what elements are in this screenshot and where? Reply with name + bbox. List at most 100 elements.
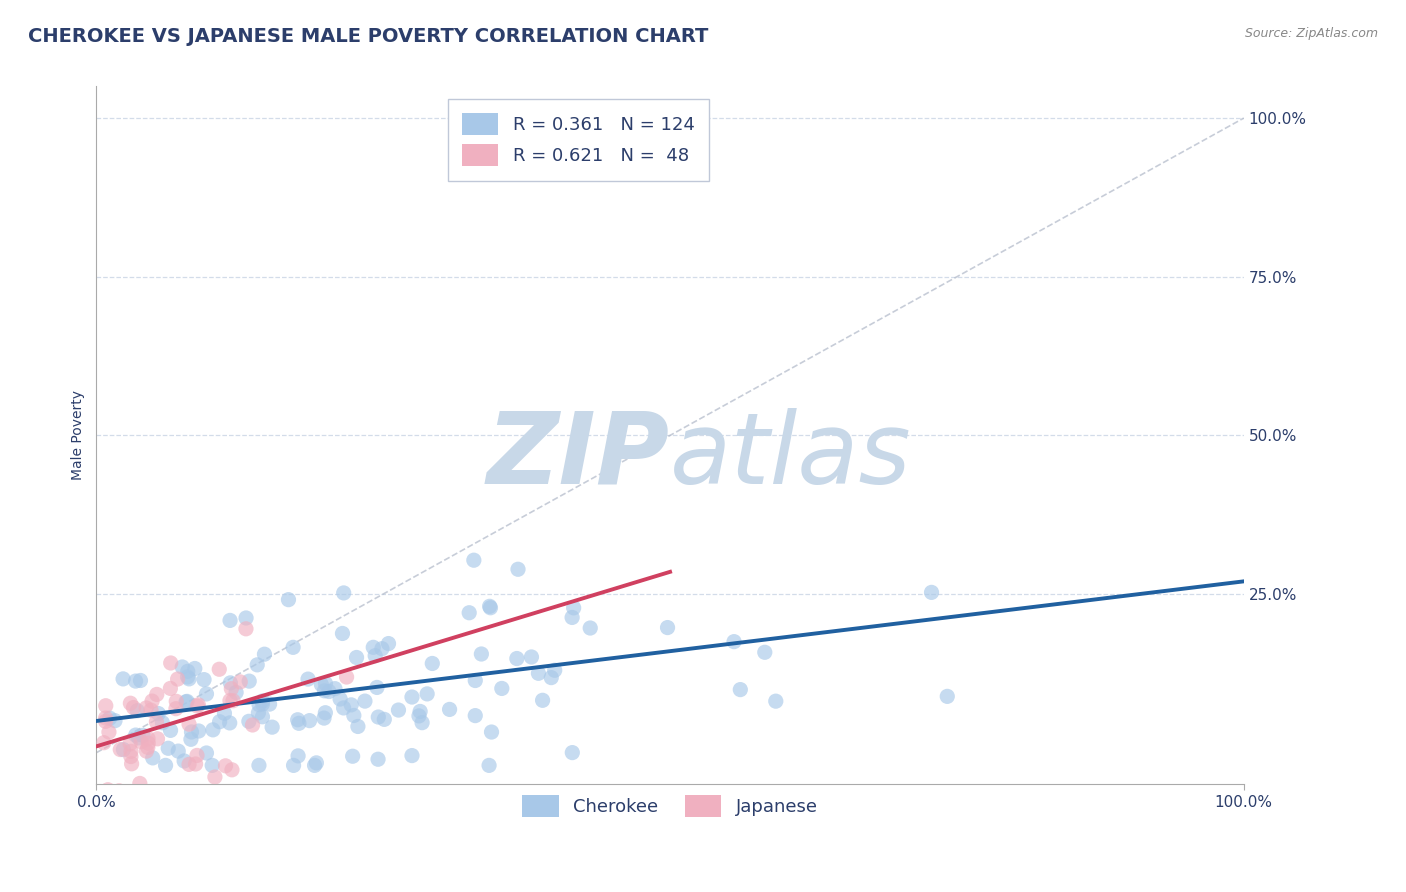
Point <box>141 694 163 708</box>
Point <box>177 717 200 731</box>
Y-axis label: Male Poverty: Male Poverty <box>72 391 86 481</box>
Point <box>478 599 501 614</box>
Point <box>97 782 120 797</box>
Point <box>342 749 364 764</box>
Point <box>408 709 430 723</box>
Point <box>287 713 309 727</box>
Point <box>193 673 215 687</box>
Point <box>354 694 377 708</box>
Point <box>108 784 131 798</box>
Point <box>252 710 274 724</box>
Text: ZIP: ZIP <box>486 408 671 505</box>
Point <box>478 758 501 772</box>
Point <box>336 670 359 684</box>
Point <box>754 645 776 659</box>
Point <box>187 698 209 712</box>
Point <box>129 673 152 688</box>
Point <box>531 693 554 707</box>
Point <box>159 681 181 696</box>
Point <box>125 728 148 742</box>
Point <box>298 714 321 728</box>
Point <box>145 714 167 729</box>
Point <box>184 756 207 771</box>
Text: CHEROKEE VS JAPANESE MALE POVERTY CORRELATION CHART: CHEROKEE VS JAPANESE MALE POVERTY CORREL… <box>28 27 709 45</box>
Point <box>214 759 236 773</box>
Point <box>561 610 583 624</box>
Point <box>219 693 242 707</box>
Point <box>97 725 120 739</box>
Point <box>146 731 169 746</box>
Point <box>281 640 304 655</box>
Point <box>297 672 319 686</box>
Point <box>277 592 299 607</box>
Point <box>172 660 194 674</box>
Point <box>311 677 333 691</box>
Point <box>364 648 387 663</box>
Point <box>373 712 395 726</box>
Point <box>491 681 513 696</box>
Point <box>177 757 200 772</box>
Point <box>218 715 240 730</box>
Point <box>94 714 117 729</box>
Point <box>195 746 218 760</box>
Point <box>174 695 197 709</box>
Point <box>723 634 745 648</box>
Point <box>765 694 787 708</box>
Point <box>187 724 209 739</box>
Point <box>544 663 567 677</box>
Point <box>235 622 257 636</box>
Point <box>463 553 485 567</box>
Point <box>136 740 159 755</box>
Point <box>314 706 336 720</box>
Point <box>253 647 276 661</box>
Point <box>128 776 150 790</box>
Point <box>135 701 157 715</box>
Point <box>314 676 336 690</box>
Point <box>387 703 409 717</box>
Point <box>155 758 177 772</box>
Point <box>361 640 384 655</box>
Point <box>252 694 274 708</box>
Point <box>142 751 165 765</box>
Point <box>527 666 550 681</box>
Point <box>180 725 202 739</box>
Point <box>242 718 264 732</box>
Point <box>225 685 247 699</box>
Point <box>657 621 679 635</box>
Point <box>152 715 174 730</box>
Point <box>110 742 132 756</box>
Point <box>132 728 155 742</box>
Point <box>146 688 169 702</box>
Point <box>481 725 503 739</box>
Point <box>562 600 585 615</box>
Point <box>305 756 328 770</box>
Point <box>401 690 423 704</box>
Point <box>222 694 245 708</box>
Point <box>288 716 311 731</box>
Point <box>219 676 242 690</box>
Point <box>371 641 394 656</box>
Point <box>921 585 943 599</box>
Point <box>128 731 150 745</box>
Point <box>120 737 142 751</box>
Point <box>439 702 461 716</box>
Point <box>252 697 274 711</box>
Point <box>367 710 389 724</box>
Point <box>318 684 340 698</box>
Point <box>98 711 121 725</box>
Point <box>136 731 159 746</box>
Point <box>148 706 170 721</box>
Point <box>332 586 354 600</box>
Legend: Cherokee, Japanese: Cherokee, Japanese <box>515 788 825 824</box>
Point <box>195 687 218 701</box>
Point <box>94 698 117 713</box>
Point <box>214 706 236 721</box>
Point <box>247 758 270 772</box>
Point <box>136 736 159 750</box>
Point <box>401 748 423 763</box>
Point <box>479 600 502 615</box>
Point <box>159 656 181 670</box>
Point <box>184 661 207 675</box>
Point <box>332 626 354 640</box>
Point <box>304 758 326 772</box>
